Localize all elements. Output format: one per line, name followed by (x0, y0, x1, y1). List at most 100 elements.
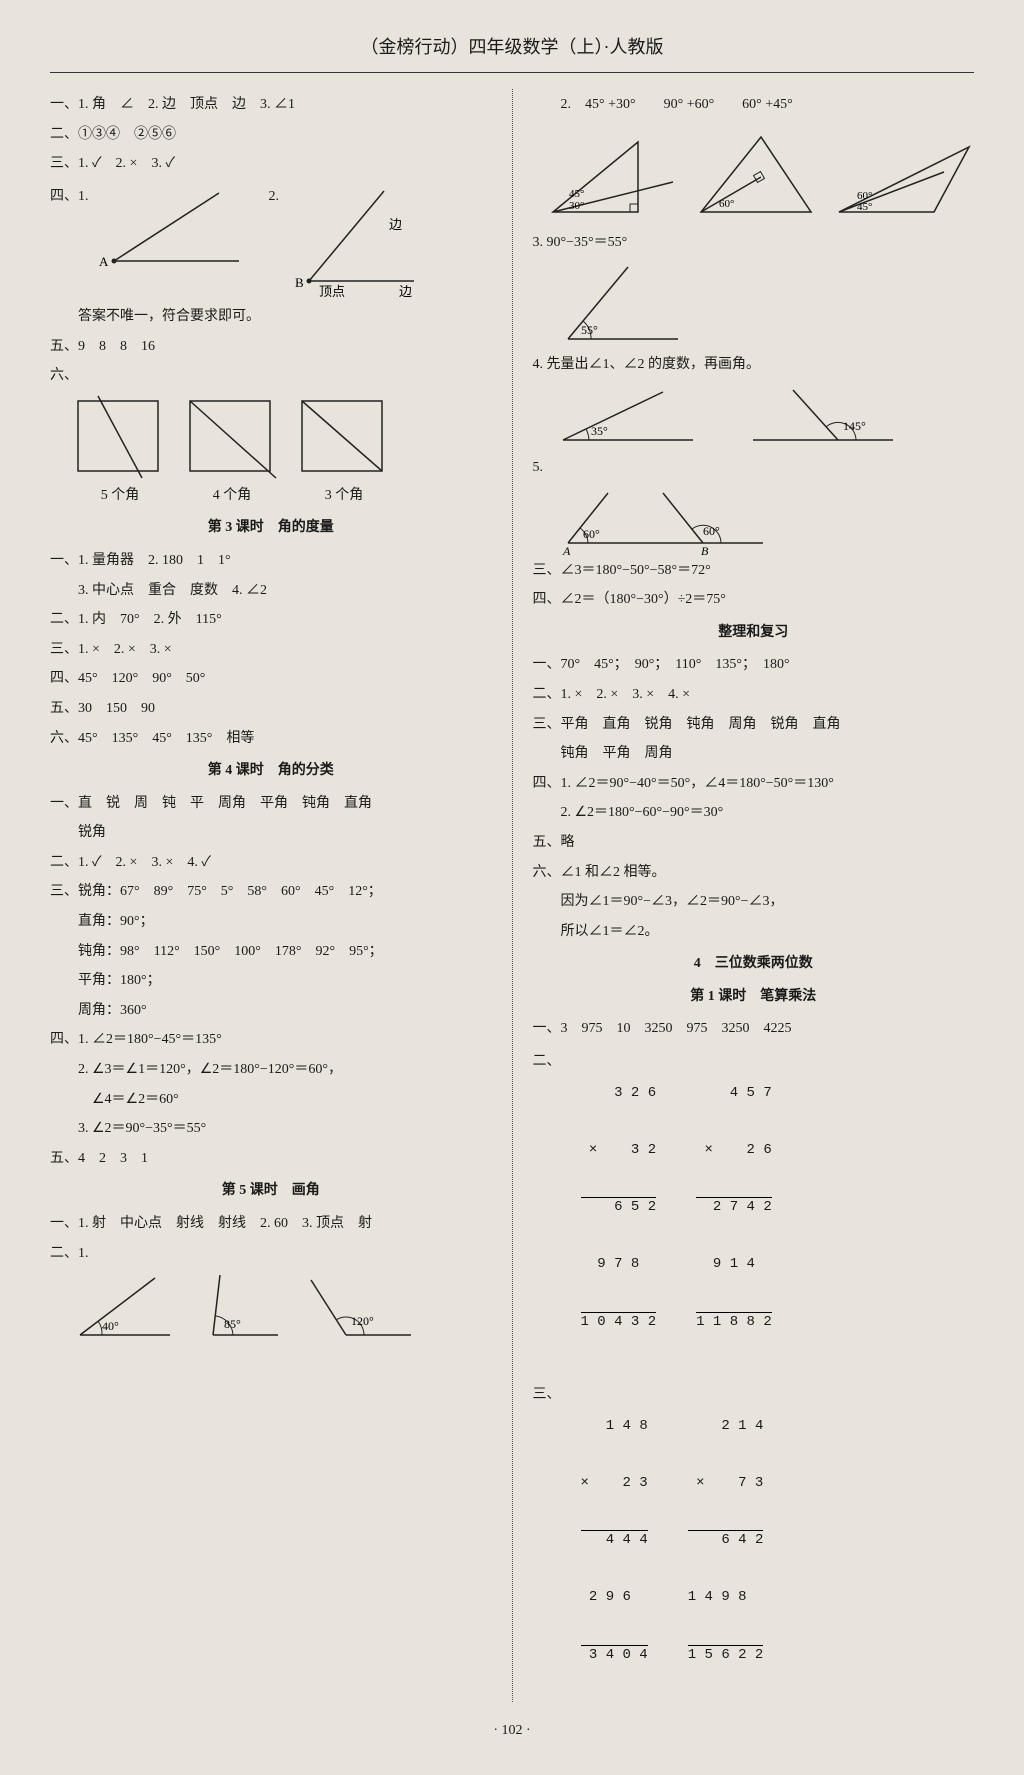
multiplication-2: 4 5 7 × 2 6 2 7 4 2 9 1 4 1 1 8 8 2 (696, 1046, 772, 1369)
text-line: 四、1. ∠2＝180°−45°＝135° (50, 1027, 492, 1054)
svg-text:45°: 45° (857, 201, 872, 213)
text-line: 四、1. ∠2＝90°−40°＝50°，∠4＝180°−50°＝130° (533, 771, 975, 798)
svg-text:45°: 45° (569, 188, 584, 200)
svg-text:30°: 30° (569, 200, 584, 212)
section-heading: 第 4 课时 角的分类 (50, 758, 492, 785)
text-line: 2. (269, 184, 280, 211)
svg-text:顶点: 顶点 (319, 284, 345, 299)
text-line: 平角：180°； (50, 968, 492, 995)
text-line: 四、1. (50, 184, 89, 211)
text-line: 因为∠1＝90°−∠3，∠2＝90°−∠3， (533, 889, 975, 916)
svg-text:55°: 55° (581, 323, 598, 337)
text-line: 3. 90°−35°＝55° (533, 230, 975, 257)
text-line: 5. (533, 455, 975, 482)
square-fig-1 (70, 393, 170, 483)
text-line: 三、∠3＝180°−50°−58°＝72° (533, 558, 975, 585)
text-line: 一、1. 角 ∠ 2. 边 顶点 边 3. ∠1 (50, 92, 492, 119)
column-divider (512, 89, 513, 1702)
label-a: A (99, 254, 109, 269)
text-line: 2. 45° +30° 90° +60° 60° +45° (533, 92, 975, 119)
svg-text:A: A (562, 544, 571, 555)
multiplication-4: 2 1 4 × 7 3 6 4 2 1 4 9 8 1 5 6 2 2 (688, 1379, 764, 1702)
text-line: 一、直 锐 周 钝 平 周角 平角 钝角 直角 (50, 791, 492, 818)
text-line: 直角：90°； (50, 909, 492, 936)
tri-1: 45° 30° (543, 127, 678, 222)
tri-2: 60° (686, 127, 821, 222)
fig-caption: 4 个角 (182, 483, 282, 510)
fig-caption: 5 个角 (70, 483, 170, 510)
left-column: 一、1. 角 ∠ 2. 边 顶点 边 3. ∠1 二、①③④ ②⑤⑥ 三、1. … (50, 89, 492, 1702)
text-line: 三、1. ✓ 2. × 3. ✓ (50, 151, 492, 178)
text-line: 二、1. (50, 1241, 492, 1268)
svg-text:40°: 40° (102, 1319, 119, 1333)
square-fig-3 (294, 393, 394, 483)
text-line: 三、 (533, 1382, 561, 1409)
section-heading: 整理和复习 (533, 620, 975, 647)
text-line: 钝角：98° 112° 150° 100° 178° 92° 95°； (50, 939, 492, 966)
angle-55-fig: 55° (533, 259, 975, 349)
text-line: 五、4 2 3 1 (50, 1146, 492, 1173)
multiplication-3: 1 4 8 × 2 3 4 4 4 2 9 6 3 4 0 4 (581, 1379, 648, 1702)
tri-3: 60° 45° (829, 127, 974, 222)
text-line: 五、9 8 8 16 (50, 334, 492, 361)
text-line: 三、1. × 2. × 3. × (50, 637, 492, 664)
text-line: 一、70° 45°； 90°； 110° 135°； 180° (533, 652, 975, 679)
text-line: 答案不唯一，符合要求即可。 (50, 304, 492, 331)
text-line: 一、1. 射 中心点 射线 射线 2. 60 3. 顶点 射 (50, 1211, 492, 1238)
svg-text:60°: 60° (703, 524, 720, 538)
angle-figure-2: B 边 边 顶点 (289, 181, 429, 301)
text-line: 4. 先量出∠1、∠2 的度数，再画角。 (533, 352, 975, 379)
text-line: ∠4＝∠2＝60° (50, 1087, 492, 1114)
text-line: 锐角 (50, 820, 492, 847)
angle-120: 120° (306, 1270, 416, 1345)
square-figures: 5 个角 4 个角 3 个角 (50, 393, 492, 510)
right-column: 2. 45° +30° 90° +60° 60° +45° 45° 30° 60… (533, 89, 975, 1702)
text-line: 2. ∠2＝180°−60°−90°＝30° (533, 800, 975, 827)
angle-figure-1: A (99, 181, 259, 276)
text-line: 3. ∠2＝90°−35°＝55° (50, 1116, 492, 1143)
svg-text:120°: 120° (351, 1314, 374, 1328)
text-line: 三、平角 直角 锐角 钝角 周角 锐角 直角 (533, 712, 975, 739)
text-line: 2. ∠3＝∠1＝120°，∠2＝180°−120°＝60°， (50, 1057, 492, 1084)
section-heading: 第 3 课时 角的度量 (50, 515, 492, 542)
text-line: 二、1. 内 70° 2. 外 115° (50, 607, 492, 634)
text-line: 六、 (50, 363, 492, 390)
text-line: 二、①③④ ②⑤⑥ (50, 122, 492, 149)
text-line: 二、1. ✓ 2. × 3. × 4. ✓ (50, 850, 492, 877)
text-line: 六、∠1 和∠2 相等。 (533, 860, 975, 887)
svg-text:145°: 145° (843, 419, 866, 433)
svg-text:60°: 60° (719, 198, 734, 210)
multiplication-1: 3 2 6 × 3 2 6 5 2 9 7 8 1 0 4 3 2 (581, 1046, 657, 1369)
svg-text:35°: 35° (591, 424, 608, 438)
page-title: （金榜行动）四年级数学（上）·人教版 (50, 30, 974, 73)
svg-text:B: B (701, 544, 709, 555)
text-line: 五、略 (533, 830, 975, 857)
angle-drawings: 40° 85° 120° (50, 1270, 492, 1345)
text-line: 六、45° 135° 45° 135° 相等 (50, 726, 492, 753)
svg-text:B: B (295, 275, 304, 290)
section-heading: 4 三位数乘两位数 (533, 951, 975, 978)
text-line: 二、1. × 2. × 3. × 4. × (533, 682, 975, 709)
angle-35-145-fig: 35° 145° (533, 382, 975, 452)
section-heading: 第 5 课时 画角 (50, 1178, 492, 1205)
section-heading: 第 1 课时 笔算乘法 (533, 984, 975, 1011)
fig-60-60: 60° 60° A B (533, 485, 975, 555)
svg-text:边: 边 (399, 284, 412, 299)
square-fig-2 (182, 393, 282, 483)
text-line: 四、∠2＝（180°−30°）÷2＝75° (533, 587, 975, 614)
text-line: 二、 (533, 1049, 561, 1076)
text-line: 一、1. 量角器 2. 180 1 1° (50, 548, 492, 575)
text-line: 周角：360° (50, 998, 492, 1025)
svg-text:85°: 85° (224, 1317, 241, 1331)
triangle-figures: 45° 30° 60° 60° 45° (533, 127, 975, 222)
text-line: 所以∠1＝∠2。 (533, 919, 975, 946)
page-number: · 102 · (50, 1718, 974, 1745)
text-line: 3. 中心点 重合 度数 4. ∠2 (50, 578, 492, 605)
two-column-layout: 一、1. 角 ∠ 2. 边 顶点 边 3. ∠1 二、①③④ ②⑤⑥ 三、1. … (50, 89, 974, 1702)
angle-40: 40° (70, 1270, 180, 1345)
text-line: 钝角 平角 周角 (533, 741, 975, 768)
svg-text:60°: 60° (583, 527, 600, 541)
text-line: 一、3 975 10 3250 975 3250 4225 (533, 1016, 975, 1043)
fig-caption: 3 个角 (294, 483, 394, 510)
angle-85: 85° (198, 1270, 288, 1345)
